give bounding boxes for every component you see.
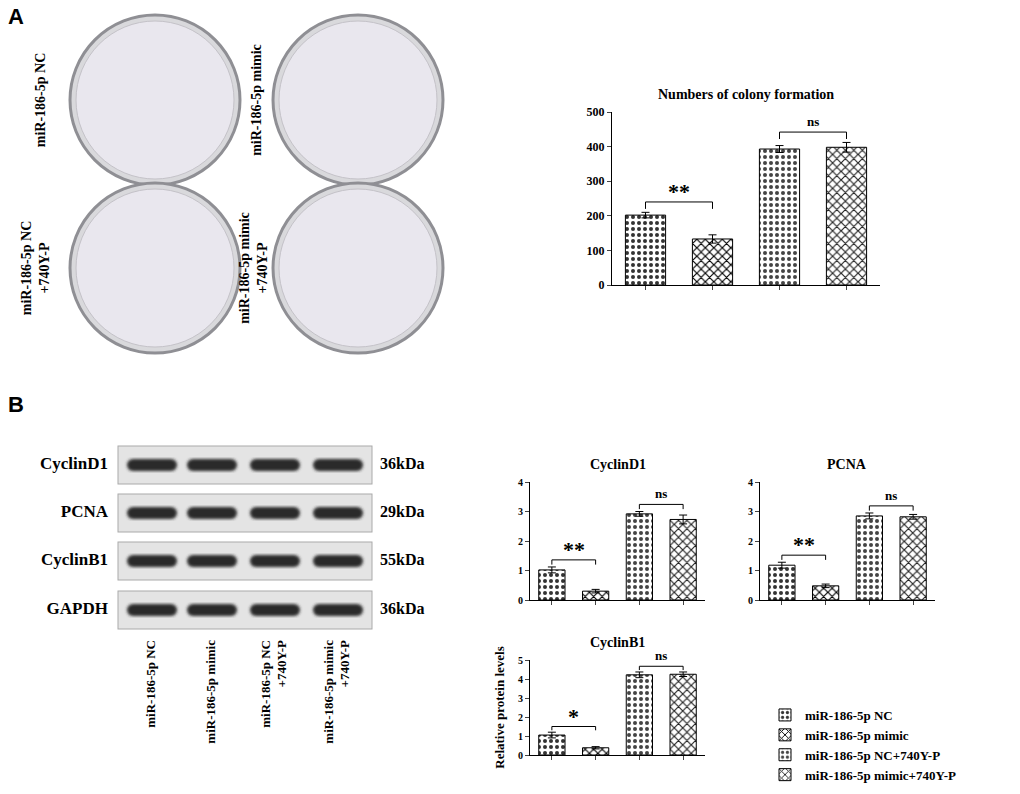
svg-text:ns: ns [655, 648, 667, 663]
svg-text:4: 4 [518, 477, 523, 488]
svg-text:300: 300 [587, 174, 605, 188]
svg-text:miR-186-5p mimic: miR-186-5p mimic [805, 728, 909, 743]
svg-text:55kDa: 55kDa [380, 551, 424, 568]
svg-text:**: ** [668, 179, 690, 204]
svg-text:miR-186-5p mimic: miR-186-5p mimic [321, 640, 336, 744]
svg-text:Relative protein levels: Relative protein levels [492, 646, 507, 769]
svg-text:miR-186-5p mimic: miR-186-5p mimic [203, 640, 218, 744]
svg-text:CyclinD1: CyclinD1 [40, 454, 108, 473]
svg-text:CyclinB1: CyclinB1 [590, 635, 645, 650]
svg-text:2: 2 [518, 712, 523, 723]
svg-text:Numbers of colony formation: Numbers of colony formation [658, 87, 834, 102]
svg-text:miR-186-5p NC: miR-186-5p NC [805, 708, 893, 723]
svg-text:+740Y-P: +740Y-P [255, 242, 270, 293]
svg-text:+740Y-P: +740Y-P [337, 640, 352, 687]
svg-text:1: 1 [748, 565, 753, 576]
svg-text:miR-186-5p NC: miR-186-5p NC [19, 221, 34, 316]
svg-text:miR-186-5p mimic+740Y-P: miR-186-5p mimic+740Y-P [805, 768, 956, 783]
svg-text:0: 0 [599, 278, 605, 292]
svg-text:29kDa: 29kDa [380, 503, 424, 520]
svg-text:A: A [8, 4, 24, 29]
svg-text:*: * [568, 704, 579, 729]
svg-text:1: 1 [518, 565, 523, 576]
svg-text:36kDa: 36kDa [380, 455, 424, 472]
svg-text:4: 4 [518, 674, 523, 685]
svg-text:miR-186-5p NC: miR-186-5p NC [143, 640, 158, 728]
svg-text:PCNA: PCNA [61, 502, 109, 521]
svg-text:0: 0 [518, 750, 523, 761]
svg-text:miR-186-5p NC: miR-186-5p NC [258, 640, 273, 728]
svg-text:500: 500 [587, 105, 605, 119]
svg-text:PCNA: PCNA [827, 457, 867, 472]
svg-text:miR-186-5p NC+740Y-P: miR-186-5p NC+740Y-P [805, 748, 940, 763]
svg-text:miR-186-5p mimic: miR-186-5p mimic [249, 44, 264, 156]
svg-text:400: 400 [587, 140, 605, 154]
svg-text:2: 2 [748, 536, 753, 547]
svg-text:miR-186-5p NC: miR-186-5p NC [33, 53, 48, 148]
svg-text:100: 100 [587, 244, 605, 258]
svg-text:ns: ns [885, 488, 897, 503]
svg-text:2: 2 [518, 536, 523, 547]
svg-text:36kDa: 36kDa [380, 600, 424, 617]
svg-text:1: 1 [518, 731, 523, 742]
svg-text:5: 5 [518, 655, 523, 666]
svg-text:3: 3 [518, 506, 523, 517]
svg-text:miR-186-5p mimic: miR-186-5p mimic [237, 212, 252, 324]
svg-text:3: 3 [518, 693, 523, 704]
svg-text:+740Y-P: +740Y-P [37, 242, 52, 293]
svg-text:B: B [8, 392, 24, 417]
svg-text:CyclinD1: CyclinD1 [590, 457, 646, 472]
svg-text:200: 200 [587, 209, 605, 223]
svg-text:3: 3 [748, 506, 753, 517]
svg-text:0: 0 [748, 595, 753, 606]
svg-text:**: ** [793, 532, 815, 557]
svg-text:4: 4 [748, 477, 753, 488]
svg-text:ns: ns [655, 486, 667, 501]
svg-text:**: ** [563, 537, 585, 562]
svg-text:0: 0 [518, 595, 523, 606]
svg-text:ns: ns [807, 114, 819, 129]
svg-text:GAPDH: GAPDH [47, 599, 108, 618]
svg-text:+740Y-P: +740Y-P [274, 640, 289, 687]
svg-text:CyclinB1: CyclinB1 [41, 550, 108, 569]
